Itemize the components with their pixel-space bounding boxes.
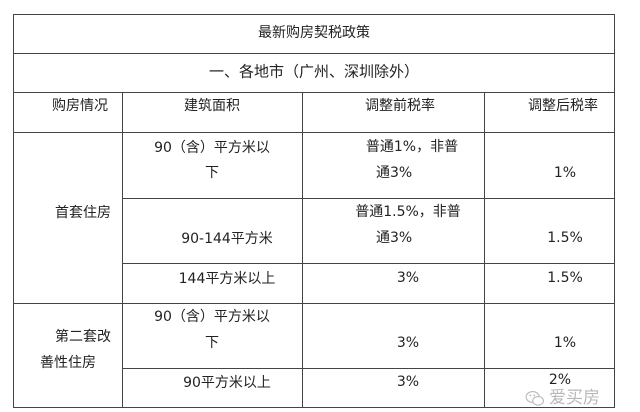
area-cell: 下 (205, 165, 219, 181)
table-border (13, 14, 615, 15)
row-divider (13, 53, 615, 54)
row-divider (13, 132, 615, 133)
row-divider (13, 303, 615, 304)
watermark-text: 爱买房 (549, 388, 600, 408)
rate-before-cell: 3% (396, 335, 420, 351)
rate-before-cell: 普通1%，非普 (365, 139, 459, 155)
rate-after-cell: 1.5% (547, 270, 583, 286)
section-heading: 一、各地市（广州、深圳除外） (208, 62, 420, 81)
rate-before-cell: 普通1.5%，非普 (355, 204, 461, 220)
area-cell: 90（含）平方米以 (154, 309, 270, 325)
wechat-icon (525, 390, 545, 406)
rate-after-cell: 2% (548, 372, 572, 388)
header-rate-before: 调整前税率 (365, 98, 435, 114)
group-label-first-home: 首套住房 (55, 205, 111, 221)
group-label-second-home: 第二套改 (55, 329, 111, 345)
header-purchase-type: 购房情况 (52, 98, 108, 114)
col-divider (122, 92, 123, 408)
watermark: 爱买房 (524, 390, 600, 407)
header-area: 建筑面积 (184, 98, 240, 114)
rate-after-cell: 1% (553, 165, 577, 181)
table-title: 最新购房契税政策 (258, 25, 370, 41)
row-divider (122, 263, 615, 264)
rate-after-cell: 1.5% (547, 230, 583, 246)
table-border (13, 14, 14, 408)
header-rate-after: 调整后税率 (528, 98, 598, 114)
row-divider (122, 198, 615, 199)
rate-before-cell: 3% (396, 270, 420, 286)
area-cell: 下 (205, 335, 219, 351)
area-cell: 144平方米以上 (178, 271, 276, 287)
table-border (614, 14, 615, 408)
area-cell: 90平方米以上 (183, 375, 271, 391)
rate-before-cell: 通3% (376, 165, 413, 181)
col-divider (302, 92, 303, 408)
rate-after-cell: 1% (553, 335, 577, 351)
table-border (13, 407, 615, 408)
rate-before-cell: 通3% (376, 230, 413, 246)
area-cell: 90（含）平方米以 (154, 140, 270, 156)
col-divider (484, 92, 485, 408)
rate-before-cell: 3% (396, 374, 420, 390)
area-cell: 90-144平方米 (181, 231, 273, 247)
row-divider (122, 368, 615, 369)
row-divider (13, 92, 615, 93)
group-label-second-home: 善性住房 (40, 355, 96, 371)
